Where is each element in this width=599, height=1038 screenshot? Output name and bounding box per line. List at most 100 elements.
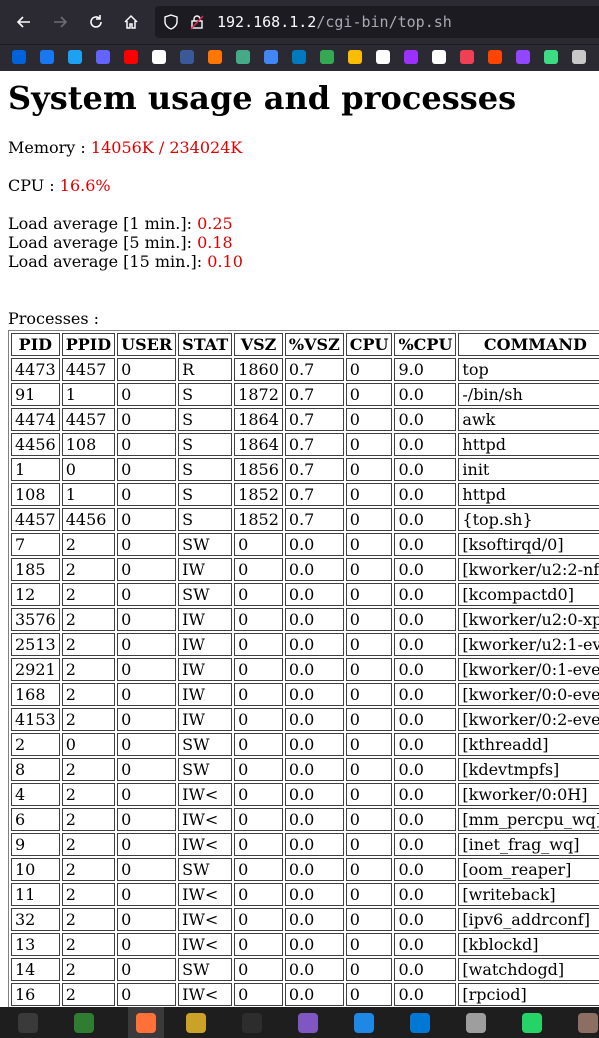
insecure-lock-icon[interactable]	[189, 14, 205, 30]
column-header: PID	[11, 333, 60, 356]
table-cell: 0	[234, 558, 283, 581]
column-header: %VSZ	[284, 333, 344, 356]
table-cell: 0.0	[284, 733, 344, 756]
table-cell: 4	[11, 783, 60, 806]
load-1min-label: Load average [1 min.]:	[8, 214, 198, 233]
whatsapp-icon[interactable]	[520, 1011, 544, 1035]
table-cell: 0	[345, 408, 393, 431]
table-cell: 0	[117, 608, 177, 631]
app-icon[interactable]	[152, 50, 166, 64]
table-cell: IW	[178, 633, 233, 656]
table-cell: 0.0	[284, 833, 344, 856]
table-cell: SW	[178, 583, 233, 606]
facebook-icon[interactable]	[40, 50, 54, 64]
table-cell: 1	[61, 383, 116, 406]
store-icon[interactable]	[296, 1011, 320, 1035]
tex-icon[interactable]	[72, 1011, 96, 1035]
table-cell: 0	[117, 833, 177, 856]
forward-button[interactable]	[46, 8, 74, 36]
rss-icon[interactable]	[180, 50, 194, 64]
bookmarks-bar	[0, 44, 599, 71]
table-cell: 1	[61, 483, 116, 506]
youtube-icon[interactable]	[124, 50, 138, 64]
cpu-value: 16.6%	[59, 176, 111, 195]
table-cell: S	[178, 383, 233, 406]
table-cell: 0.0	[394, 383, 457, 406]
android-icon[interactable]	[544, 50, 558, 64]
table-cell: 2	[61, 883, 116, 906]
browser-toolbar: 192.168.1.2/cgi-bin/top.sh	[0, 0, 599, 44]
settings-icon[interactable]	[464, 1011, 488, 1035]
table-cell: 0	[117, 733, 177, 756]
podcast-icon[interactable]	[404, 50, 418, 64]
table-cell: IW<	[178, 808, 233, 831]
table-row: 2513 2 0 IW 0 0.0 0 0.0 [kworker/u2:1-ev]	[11, 633, 599, 656]
table-row: 12 2 0 SW 0 0.0 0 0.0 [kcompactd0]	[11, 583, 599, 606]
table-cell: [kworker/u2:2-nf]	[458, 558, 599, 581]
url-text[interactable]: 192.168.1.2/cgi-bin/top.sh	[217, 13, 452, 31]
table-cell: 0	[345, 808, 393, 831]
folder-icon[interactable]	[572, 50, 586, 64]
back-button[interactable]	[10, 8, 38, 36]
table-cell: 0	[117, 558, 177, 581]
load-5min-value: 0.18	[197, 233, 233, 252]
vscode-icon[interactable]	[408, 1011, 432, 1035]
table-cell: 0	[117, 408, 177, 431]
url-bar[interactable]: 192.168.1.2/cgi-bin/top.sh	[155, 6, 599, 38]
reload-button[interactable]	[82, 8, 110, 36]
table-cell: 0.0	[394, 633, 457, 656]
mastodon-icon[interactable]	[96, 50, 110, 64]
column-header: VSZ	[234, 333, 283, 356]
gimp-icon[interactable]	[576, 1011, 599, 1035]
table-row: 10 2 0 SW 0 0.0 0 0.0 [oom_reaper]	[11, 858, 599, 881]
table-cell: 2	[61, 633, 116, 656]
soundcloud-icon[interactable]	[208, 50, 222, 64]
table-cell: 0	[117, 458, 177, 481]
table-cell: 0.7	[284, 383, 344, 406]
load-15min-label: Load average [15 min.]:	[8, 252, 208, 271]
table-cell: 0.0	[394, 983, 457, 1006]
drive-icon[interactable]	[320, 50, 334, 64]
trello-icon[interactable]	[292, 50, 306, 64]
table-cell: 3576	[11, 608, 60, 631]
table-cell: 0	[234, 658, 283, 681]
table-cell: SW	[178, 533, 233, 556]
table-cell: 0	[234, 533, 283, 556]
shield-icon[interactable]	[163, 14, 179, 30]
gamepad-icon[interactable]	[236, 50, 250, 64]
gitkraken-icon[interactable]	[240, 1011, 264, 1035]
table-cell: 0	[234, 883, 283, 906]
home-button[interactable]	[117, 8, 145, 36]
table-cell: S	[178, 483, 233, 506]
reddit-icon[interactable]	[488, 50, 502, 64]
table-cell: 0.0	[284, 783, 344, 806]
flickr-icon[interactable]	[12, 50, 26, 64]
del-icon[interactable]	[432, 50, 446, 64]
table-cell: [watchdogd]	[458, 958, 599, 981]
terminal-icon[interactable]	[16, 1011, 40, 1035]
twitter-icon[interactable]	[68, 50, 82, 64]
table-cell: 2	[61, 558, 116, 581]
dict-icon[interactable]	[376, 50, 390, 64]
pocket-icon[interactable]	[460, 50, 474, 64]
table-cell: [kworker/0:0-eve]	[458, 683, 599, 706]
table-cell: IW	[178, 708, 233, 731]
twitch-icon[interactable]	[516, 50, 530, 64]
firefox-icon[interactable]	[128, 1007, 164, 1038]
calendar-icon[interactable]	[264, 50, 278, 64]
table-cell: 0.0	[394, 933, 457, 956]
table-row: 11 2 0 IW< 0 0.0 0 0.0 [writeback]	[11, 883, 599, 906]
photos-icon[interactable]	[348, 50, 362, 64]
files-icon[interactable]	[184, 1011, 208, 1035]
table-cell: 0.7	[284, 408, 344, 431]
table-cell: 168	[11, 683, 60, 706]
table-cell: 0.0	[284, 883, 344, 906]
table-cell: 2	[61, 908, 116, 931]
table-cell: 4456	[11, 433, 60, 456]
table-cell: 8	[11, 758, 60, 781]
table-row: 13 2 0 IW< 0 0.0 0 0.0 [kblockd]	[11, 933, 599, 956]
table-cell: 1852	[234, 508, 283, 531]
table-cell: 2	[61, 983, 116, 1006]
monitor-icon[interactable]	[352, 1011, 376, 1035]
table-row: 3576 2 0 IW 0 0.0 0 0.0 [kworker/u2:0-xp]	[11, 608, 599, 631]
